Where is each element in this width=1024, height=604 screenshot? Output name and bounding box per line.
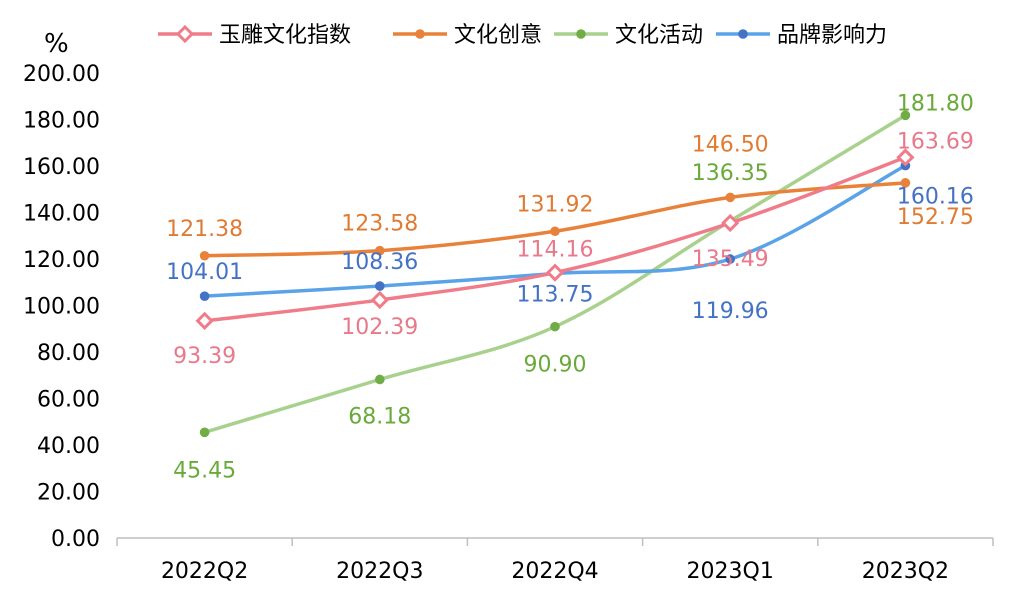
y-tick-label: 0.00 <box>51 527 100 552</box>
x-tick-label: 2023Q2 <box>862 559 949 584</box>
data-label-jade-index: 102.39 <box>341 315 418 340</box>
x-axis: 2022Q2 2022Q3 2022Q4 2023Q1 2023Q2 <box>116 537 994 584</box>
y-tick-label: 140.00 <box>23 202 100 227</box>
data-label-brand-influence: 108.36 <box>341 250 418 275</box>
data-label-brand-influence: 160.16 <box>897 185 974 210</box>
legend-label: 玉雕文化指数 <box>219 23 351 48</box>
data-label-jade-index: 93.39 <box>173 344 236 369</box>
marker-cultural-creativity <box>725 192 735 203</box>
y-tick-label: 180.00 <box>23 109 100 134</box>
x-tick-label: 2022Q2 <box>161 559 248 584</box>
marker-jade-index <box>195 311 214 330</box>
data-label-cultural-creativity: 152.75 <box>897 205 974 230</box>
y-tick-label: 120.00 <box>23 248 100 273</box>
legend-item-cultural-activity: 文化活动 <box>554 23 703 48</box>
y-tick-label: 160.00 <box>23 155 100 180</box>
data-label-cultural-activity: 45.45 <box>173 458 236 483</box>
legend-label: 文化活动 <box>615 23 703 48</box>
data-label-cultural-creativity: 146.50 <box>692 132 769 157</box>
marker-cultural-activity <box>199 427 210 438</box>
data-labels: 93.39 102.39 114.16 135.49 163.69 121.38 123.5… <box>166 91 974 483</box>
legend-swatch-marker <box>576 29 586 39</box>
legend-swatch-marker <box>175 24 195 44</box>
legend-item-brand-influence: 品牌影响力 <box>716 23 887 48</box>
marker-jade-index <box>721 213 740 233</box>
data-label-cultural-creativity: 121.38 <box>166 217 243 242</box>
y-axis: 0.00 20.00 40.00 60.00 80.00 100.00 120.00 140.… <box>23 62 100 552</box>
legend-swatch-marker <box>415 29 425 39</box>
data-label-cultural-creativity: 123.58 <box>341 212 418 237</box>
marker-brand-influence <box>199 291 210 301</box>
marker-cultural-creativity <box>375 245 385 256</box>
data-label-cultural-activity: 68.18 <box>348 404 411 429</box>
marker-cultural-creativity <box>550 226 560 237</box>
legend-label: 文化创意 <box>454 23 542 48</box>
marker-cultural-activity <box>900 110 911 121</box>
marker-cultural-activity <box>550 321 560 332</box>
marker-cultural-creativity <box>199 250 210 261</box>
marker-brand-influence <box>725 254 735 264</box>
marker-jade-index <box>370 290 389 310</box>
x-tick-label: 2023Q1 <box>687 559 774 584</box>
y-tick-label: 200.00 <box>23 62 100 87</box>
y-tick-label: 20.00 <box>37 481 100 506</box>
series-markers <box>195 110 915 438</box>
marker-cultural-activity <box>375 374 385 385</box>
data-label-jade-index: 135.49 <box>692 247 769 272</box>
data-label-jade-index: 163.69 <box>897 129 974 154</box>
legend-item-jade-index: 玉雕文化指数 <box>158 23 351 48</box>
marker-brand-influence <box>375 281 385 291</box>
x-tick-label: 2022Q4 <box>511 559 598 584</box>
y-tick-label: 40.00 <box>37 434 100 459</box>
marker-cultural-creativity <box>900 178 911 188</box>
data-label-cultural-activity: 181.80 <box>897 91 974 116</box>
marker-jade-index <box>896 148 915 167</box>
data-label-brand-influence: 113.75 <box>517 283 594 308</box>
legend-swatch-marker <box>738 29 748 39</box>
y-tick-label: 60.00 <box>37 388 100 413</box>
legend-item-cultural-creativity: 文化创意 <box>393 23 542 48</box>
marker-jade-index <box>545 263 565 282</box>
data-label-cultural-activity: 90.90 <box>524 353 587 378</box>
data-label-jade-index: 114.16 <box>517 238 594 263</box>
legend-label: 品牌影响力 <box>777 23 887 48</box>
chart-legend: 玉雕文化指数 文化创意 文化活动 品牌影响力 <box>158 23 887 48</box>
y-tick-label: 80.00 <box>37 341 100 366</box>
y-axis-unit-label: % <box>44 29 69 59</box>
data-label-brand-influence: 104.01 <box>166 260 243 285</box>
data-label-brand-influence: 119.96 <box>692 299 769 324</box>
x-tick-label: 2022Q3 <box>336 559 423 584</box>
data-label-cultural-creativity: 131.92 <box>517 192 594 217</box>
data-label-cultural-activity: 136.35 <box>692 161 769 186</box>
y-tick-label: 100.00 <box>23 295 100 320</box>
